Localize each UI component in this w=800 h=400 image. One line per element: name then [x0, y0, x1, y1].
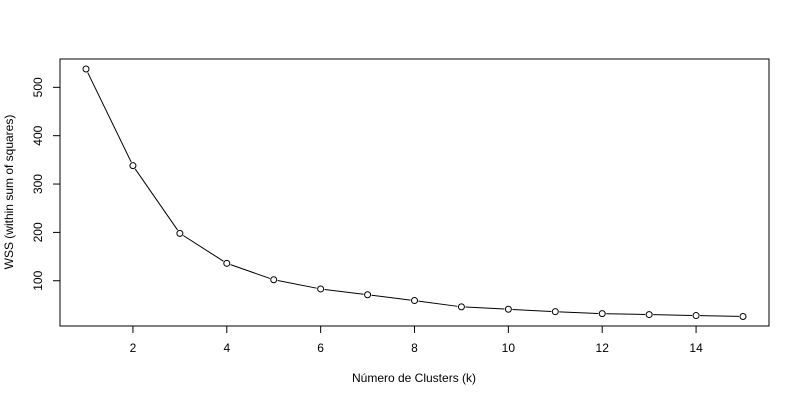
- series-line-segment: [700, 315, 740, 317]
- data-point: [551, 308, 559, 316]
- x-tick-label: 6: [317, 341, 324, 355]
- x-tick-label: 12: [596, 341, 610, 355]
- y-tick-label: 400: [31, 125, 45, 145]
- x-tick-label: 2: [130, 341, 137, 355]
- data-point: [598, 310, 606, 318]
- series-line-segment: [606, 313, 646, 316]
- y-tick-label: 500: [31, 77, 45, 97]
- y-tick-label: 300: [31, 174, 45, 194]
- y-tick-label: 200: [31, 222, 45, 242]
- x-tick-label: 4: [223, 341, 230, 355]
- x-tick-label: 8: [411, 341, 418, 355]
- series-layer: [82, 65, 747, 321]
- series-line-segment: [277, 280, 317, 289]
- x-tick-label: 10: [502, 341, 516, 355]
- data-point: [645, 311, 653, 319]
- series-line-segment: [559, 311, 599, 314]
- series-line-segment: [653, 314, 693, 316]
- data-point: [223, 259, 231, 267]
- y-tick-label: 100: [31, 270, 45, 290]
- series-line-segment: [465, 306, 505, 310]
- series-line-segment: [134, 168, 178, 231]
- series-line-segment: [230, 264, 271, 279]
- x-tick-label: 14: [689, 341, 703, 355]
- x-axis-title: Número de Clusters (k): [352, 371, 476, 385]
- data-point: [504, 305, 512, 313]
- y-axis: 100 200 300 400 500: [31, 77, 60, 291]
- data-point: [739, 313, 747, 321]
- series-line-segment: [87, 72, 132, 163]
- data-point: [129, 162, 137, 170]
- data-point: [411, 297, 418, 305]
- series-line-segment: [371, 294, 411, 301]
- data-point: [364, 291, 372, 299]
- data-point: [317, 285, 325, 293]
- series-line-segment: [324, 288, 364, 295]
- data-point: [270, 276, 278, 284]
- series-line-segment: [182, 235, 224, 262]
- data-point: [176, 229, 184, 237]
- data-point: [82, 65, 90, 73]
- plot-frame: [59, 58, 770, 327]
- y-axis-title: WSS (within sum of squares): [2, 115, 16, 270]
- series-line-segment: [418, 300, 458, 307]
- data-point: [692, 312, 700, 320]
- series-line-segment: [512, 308, 552, 312]
- data-point: [457, 303, 465, 311]
- x-axis: 2 4 6 8 10 12 14: [130, 326, 703, 355]
